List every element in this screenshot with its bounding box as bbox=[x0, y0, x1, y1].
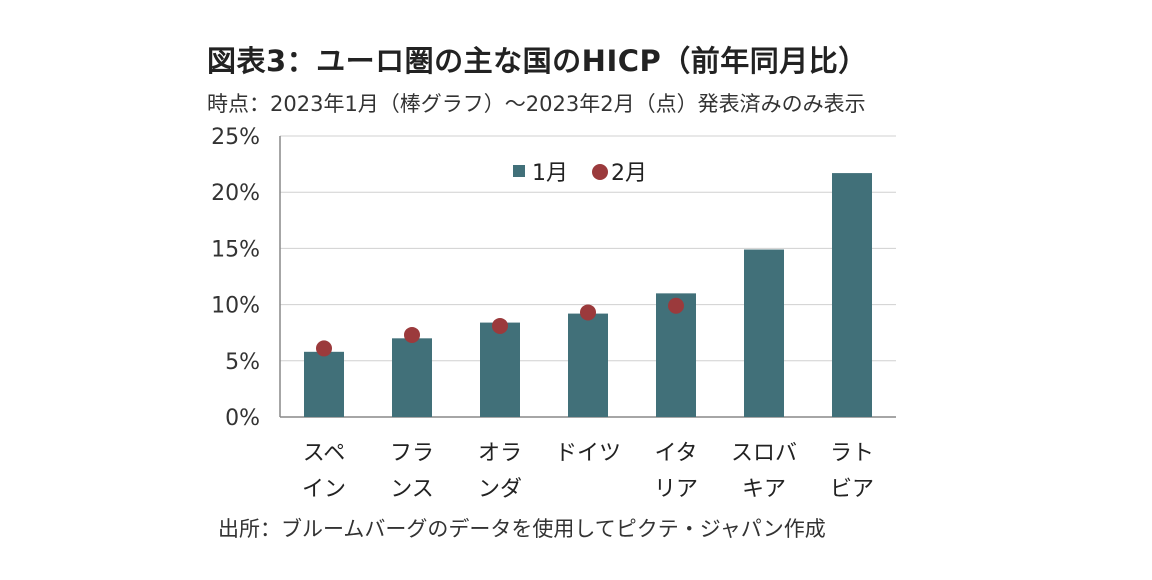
x-category-label: リア bbox=[654, 477, 698, 502]
chart-title: 図表3：ユーロ圏の主な国のHICP（前年同月比） bbox=[207, 44, 868, 78]
bar-jan bbox=[480, 322, 520, 417]
x-category-label: オラ bbox=[478, 441, 522, 466]
bar-jan bbox=[656, 293, 696, 417]
point-feb bbox=[316, 340, 332, 357]
chart-subtitle: 時点：2023年1月（棒グラフ）～2023年2月（点）発表済みのみ表示 bbox=[207, 92, 866, 116]
y-tick-label: 20% bbox=[211, 181, 260, 206]
legend-swatch-feb bbox=[592, 164, 608, 180]
legend-label-jan: 1月 bbox=[532, 161, 568, 186]
x-category-label: ドイツ bbox=[555, 441, 621, 466]
x-category-label: イタ bbox=[654, 441, 697, 466]
x-category-label: フラ bbox=[390, 441, 434, 466]
y-tick-label: 0% bbox=[225, 406, 260, 431]
legend-label-feb: 2月 bbox=[611, 161, 647, 186]
legend-swatch-jan bbox=[513, 165, 525, 177]
y-tick-label: 5% bbox=[225, 350, 260, 375]
bar-jan bbox=[744, 249, 784, 417]
point-feb bbox=[580, 304, 596, 321]
x-category-label: ンダ bbox=[478, 477, 522, 502]
point-feb bbox=[668, 297, 684, 314]
bar-jan bbox=[832, 173, 872, 417]
point-feb bbox=[492, 317, 508, 334]
x-category-label: スロバ bbox=[731, 441, 797, 466]
x-category-label: イン bbox=[302, 477, 346, 502]
y-tick-label: 25% bbox=[211, 125, 260, 150]
x-category-label: ラト bbox=[830, 441, 874, 466]
point-feb bbox=[404, 326, 420, 343]
x-category-label: キア bbox=[742, 477, 786, 502]
x-category-label: ビア bbox=[830, 477, 874, 502]
x-category-label: ンス bbox=[390, 477, 434, 502]
y-tick-label: 15% bbox=[211, 237, 260, 262]
bar-jan bbox=[568, 313, 608, 417]
bar-jan bbox=[304, 351, 344, 417]
x-category-label: スペ bbox=[303, 441, 345, 466]
chart-source-note: 出所：ブルームバーグのデータを使用してピクテ・ジャパン作成 bbox=[218, 517, 826, 541]
y-tick-label: 10% bbox=[211, 294, 260, 319]
bar-jan bbox=[392, 338, 432, 417]
